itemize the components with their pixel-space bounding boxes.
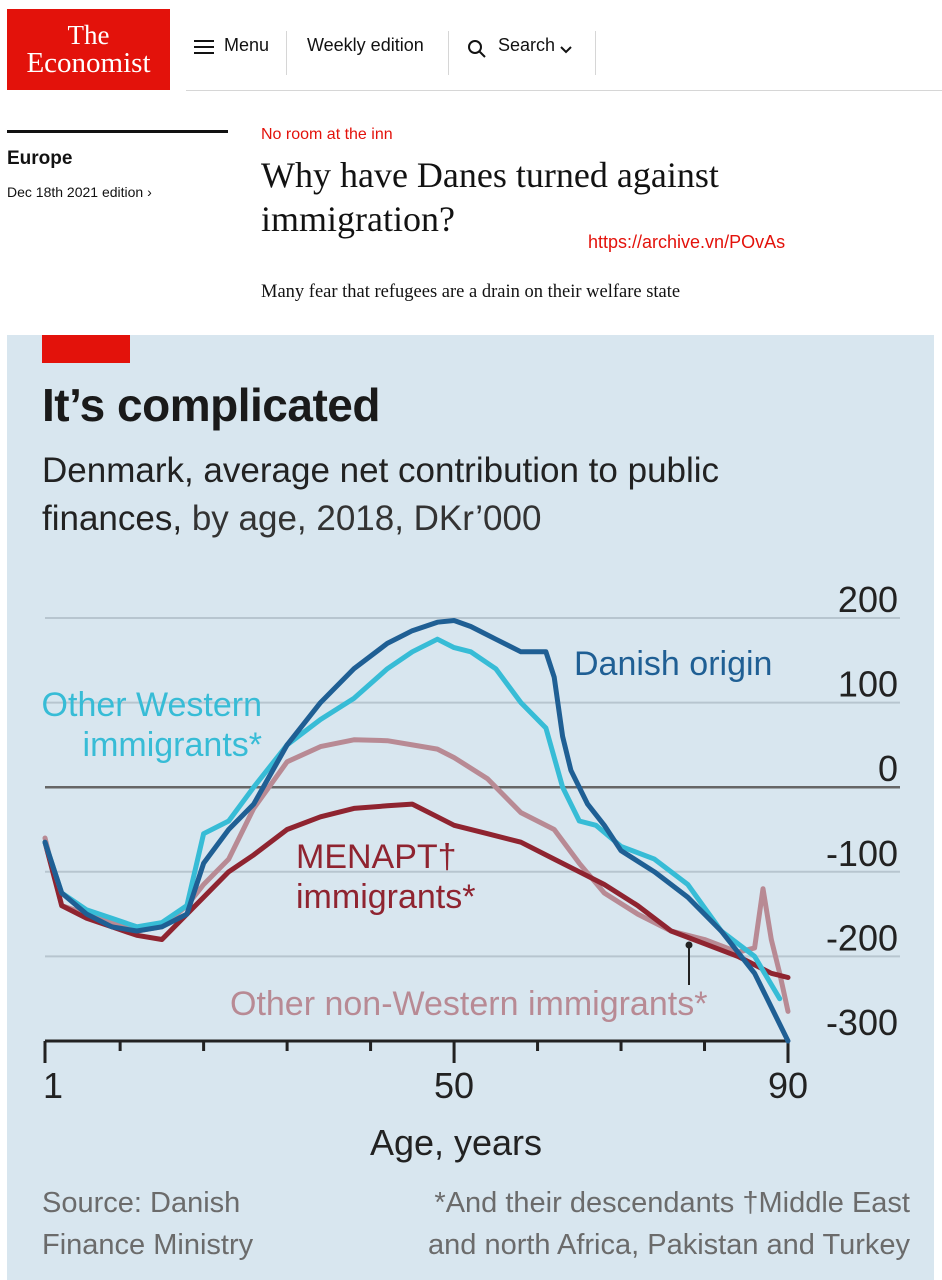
y-tick-label: -300 [826, 1002, 898, 1043]
search-icon[interactable] [467, 39, 487, 59]
archive-link[interactable]: https://archive.vn/POvAs [588, 232, 786, 252]
nav-divider [595, 31, 596, 75]
headline: Why have Danes turned against immigratio… [261, 155, 719, 239]
chart-subtitle: Denmark, average net contribution to pub… [42, 447, 742, 543]
x-tick-label: 90 [768, 1065, 808, 1106]
chart-panel [7, 335, 934, 1280]
x-tick-label: 1 [43, 1065, 63, 1106]
series-label: Other non-Western immigrants* [230, 985, 707, 1023]
hamburger-menu-icon[interactable] [194, 40, 214, 54]
y-tick-label: -100 [826, 833, 898, 874]
logo-line-2: Economist [26, 47, 151, 79]
series-label: Danish origin [574, 645, 772, 683]
y-tick-label: 200 [838, 579, 898, 620]
nav-divider [286, 31, 287, 75]
y-tick-label: 100 [838, 664, 898, 705]
chart-red-tab [42, 335, 130, 363]
series-line [42, 618, 791, 1044]
chart-footnote: *And their descendants †Middle East and … [390, 1182, 910, 1266]
chart-subtitle-rest: by age, 2018, DKr’000 [182, 499, 542, 538]
menu-button[interactable]: Menu [224, 35, 270, 55]
chevron-down-icon[interactable] [560, 45, 572, 55]
y-tick-label: 0 [878, 748, 898, 789]
standfirst: Many fear that refugees are a drain on t… [261, 282, 681, 302]
x-axis-label: Age, years [370, 1122, 542, 1163]
rubric: No room at the inn [261, 126, 393, 143]
search-button[interactable]: Search [498, 35, 556, 55]
label-leader-dot [685, 941, 693, 949]
section-label[interactable]: Europe [7, 148, 73, 169]
logo-line-1: The [67, 20, 110, 50]
top-navigation: Menu Weekly edition Search [186, 9, 942, 91]
series-label: immigrants* [83, 726, 262, 764]
chart-title: It’s complicated [42, 379, 380, 431]
y-tick-label: -200 [826, 917, 898, 958]
source-line-2: Finance Ministry [42, 1229, 254, 1261]
series-line [42, 636, 783, 1002]
section-rule [7, 130, 228, 133]
source-line-1: Source: Danish [42, 1187, 241, 1219]
edition-link[interactable]: Dec 18th 2021 edition › [7, 184, 152, 200]
nav-divider [448, 31, 449, 75]
chart-source: Source: Danish Finance Ministry [42, 1182, 253, 1266]
weekly-edition-link[interactable]: Weekly edition [307, 35, 424, 55]
x-tick-label: 50 [434, 1065, 474, 1106]
series-label: immigrants* [296, 878, 475, 916]
series-label: MENAPT† [296, 838, 457, 876]
footnote-line-1: *And their descendants †Middle East [434, 1187, 910, 1219]
chart-subtitle-main: Denmark, average net contribution to pub… [42, 451, 720, 538]
economist-logo[interactable]: The Economist [7, 9, 170, 90]
series-label: Other Western [42, 686, 262, 724]
footnote-line-2: and north Africa, Pakistan and Turkey [428, 1229, 910, 1261]
series-line [42, 801, 791, 980]
